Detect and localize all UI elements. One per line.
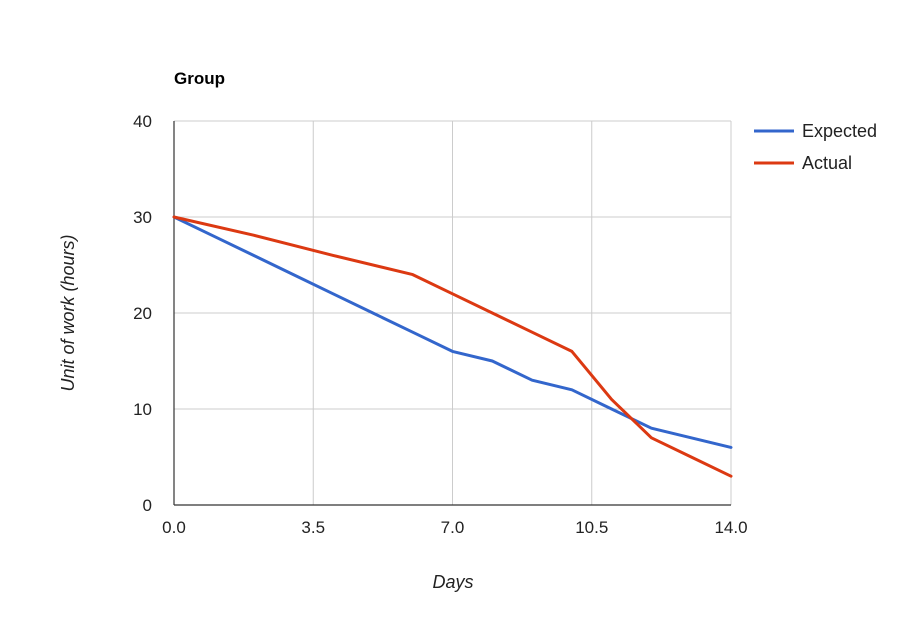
chart-title: Group — [174, 69, 225, 88]
legend-label: Actual — [802, 153, 852, 173]
x-axis-title: Days — [432, 572, 473, 592]
series-line-actual — [172, 215, 733, 478]
x-tick-label: 14.0 — [714, 518, 747, 537]
legend: Expected Actual — [754, 121, 877, 173]
y-tick-label: 40 — [133, 112, 152, 131]
x-tick-label: 10.5 — [575, 518, 608, 537]
legend-item-expected: Expected — [754, 121, 877, 141]
legend-item-actual: Actual — [754, 153, 852, 173]
tick-labels: 0.0 3.5 7.0 10.5 14.0 0 10 20 30 40 — [133, 112, 747, 537]
y-tick-label: 0 — [143, 496, 152, 515]
legend-label: Expected — [802, 121, 877, 141]
axes — [173, 121, 731, 506]
x-tick-label: 7.0 — [441, 518, 465, 537]
series-line-expected — [172, 215, 733, 449]
y-tick-label: 10 — [133, 400, 152, 419]
x-tick-label: 3.5 — [301, 518, 325, 537]
series-lines — [172, 215, 733, 478]
y-tick-label: 30 — [133, 208, 152, 227]
x-tick-label: 0.0 — [162, 518, 186, 537]
y-axis-title: Unit of work (hours) — [58, 234, 78, 391]
y-tick-label: 20 — [133, 304, 152, 323]
grid-lines — [174, 120, 732, 505]
